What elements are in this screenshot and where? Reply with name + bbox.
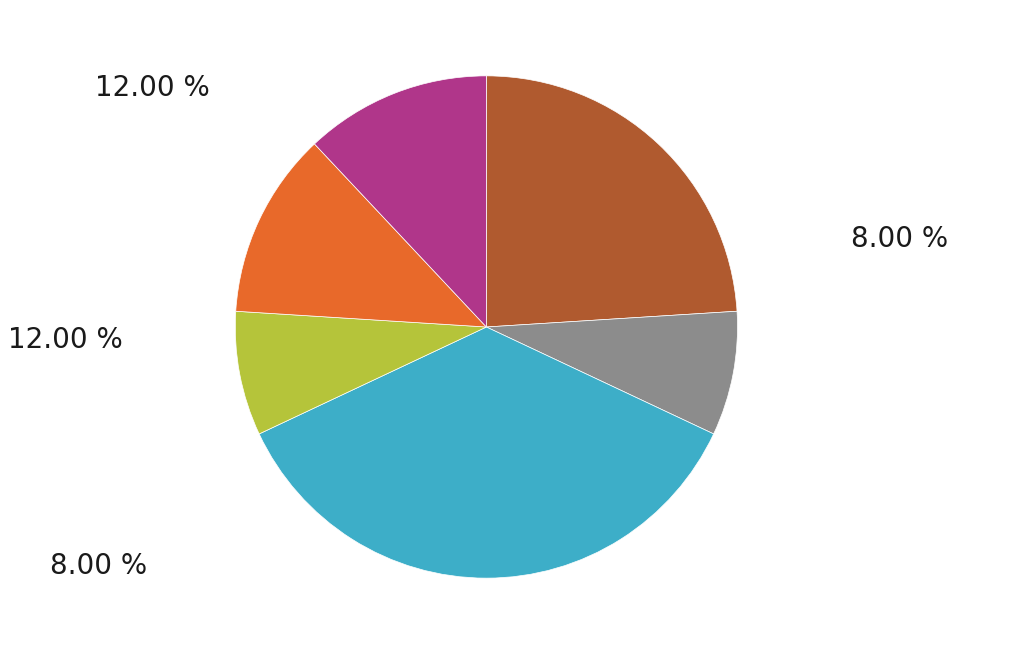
Wedge shape (314, 76, 486, 327)
Wedge shape (486, 76, 737, 327)
Text: 8.00 %: 8.00 % (851, 225, 947, 253)
Text: 12.00 %: 12.00 % (7, 326, 122, 354)
Text: 8.00 %: 8.00 % (50, 551, 147, 579)
Wedge shape (259, 327, 714, 578)
Text: 12.00 %: 12.00 % (95, 75, 210, 103)
Wedge shape (236, 311, 486, 434)
Wedge shape (236, 144, 486, 327)
Wedge shape (486, 311, 737, 434)
